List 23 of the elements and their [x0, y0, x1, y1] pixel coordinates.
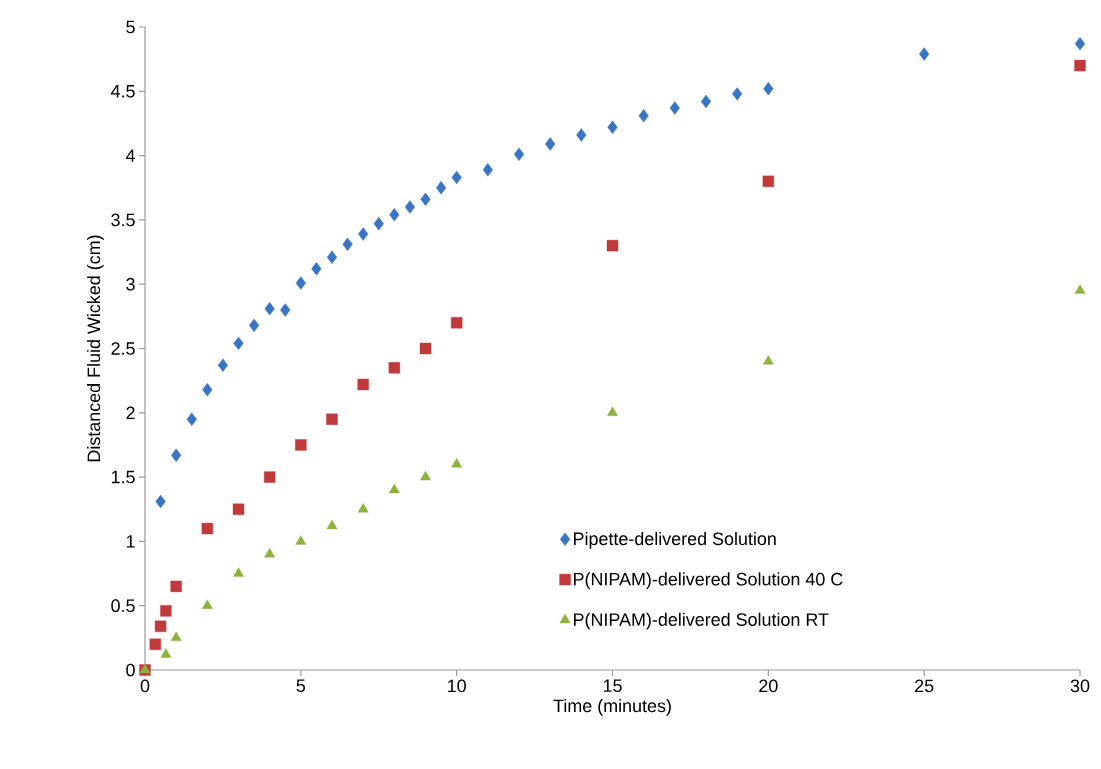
legend-label: P(NIPAM)-delivered Solution RT — [574, 612, 829, 630]
x-tick-label: 10 — [448, 679, 466, 693]
y-tick-label: 3.5 — [111, 213, 135, 227]
y-tick-label: 2 — [126, 406, 135, 420]
y-tick-label: 1.5 — [111, 470, 135, 484]
x-tick-label: 15 — [603, 679, 622, 693]
y-tick-label: 5 — [126, 20, 135, 34]
y-tick-label: 0.5 — [111, 599, 135, 613]
y-tick-label: 2.5 — [111, 342, 135, 355]
x-tick-label: 5 — [296, 679, 306, 693]
y-tick-label: 3 — [126, 277, 135, 291]
y-tick-label: 1 — [126, 535, 135, 548]
x-tick-label: 30 — [1070, 679, 1090, 693]
x-tick-label: 20 — [759, 679, 778, 693]
x-tick-label: 0 — [140, 679, 150, 693]
x-tick-label: 25 — [915, 679, 934, 693]
y-tick-label: 4 — [125, 149, 135, 162]
y-axis-title: Distanced Fluid Wicked (cm) — [87, 235, 104, 462]
y-tick-label: 0 — [126, 663, 135, 677]
legend-label: P(NIPAM)-delivered Solution 40 C — [574, 572, 843, 590]
legend-label: Pipette-delivered Solution — [574, 531, 776, 549]
x-axis-title: Time (minutes) — [553, 699, 671, 716]
y-tick-label: 4.5 — [110, 85, 135, 98]
